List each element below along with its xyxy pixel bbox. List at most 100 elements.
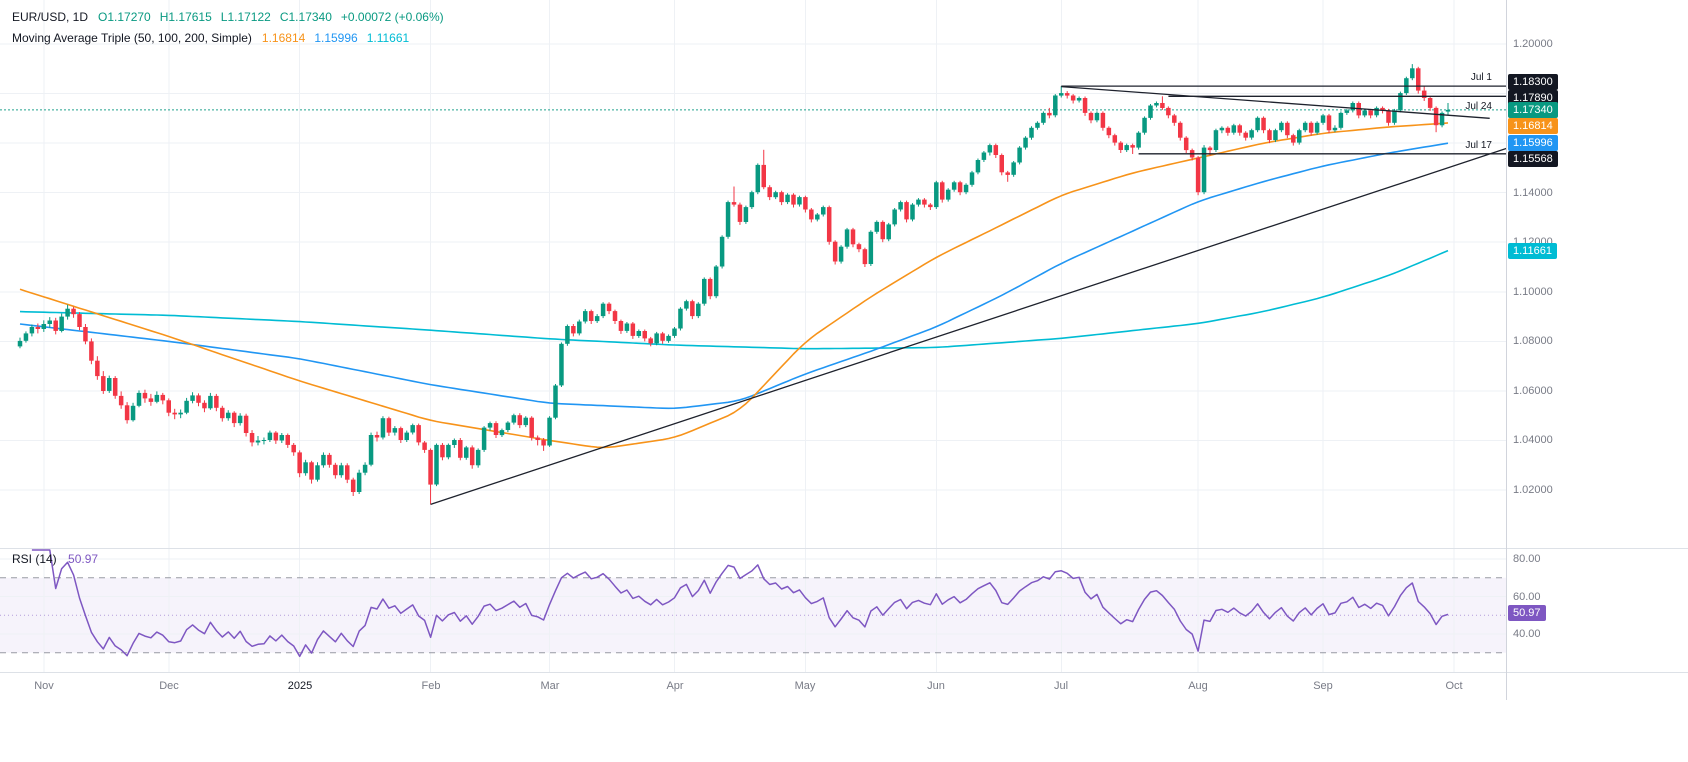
candle: [487, 421, 493, 431]
candle: [1160, 96, 1165, 110]
rsi-line[interactable]: [31, 549, 1449, 658]
candle: [1261, 116, 1266, 134]
ma50-legend-value: 1.16814: [261, 30, 306, 45]
candle: [713, 265, 719, 299]
candle: [416, 423, 421, 446]
candle: [321, 452, 326, 468]
candle: [95, 356, 100, 380]
candle: [1344, 108, 1350, 115]
candle: [1320, 113, 1326, 125]
candle: [981, 151, 987, 162]
time-label-nov: Nov: [34, 680, 54, 692]
candle: [922, 198, 927, 208]
sma50-line[interactable]: [19, 122, 1449, 449]
candle: [1201, 145, 1207, 195]
candle: [600, 302, 606, 319]
candle: [130, 402, 136, 422]
ascending-trendline[interactable]: [430, 147, 1506, 506]
candle: [243, 413, 249, 437]
candle: [1445, 103, 1451, 116]
candle: [71, 306, 76, 318]
candle: [1035, 121, 1040, 130]
candle: [249, 430, 255, 447]
candle: [469, 445, 475, 469]
candle: [1005, 170, 1010, 182]
candle: [481, 426, 487, 452]
candle: [696, 302, 701, 319]
candle: [17, 337, 23, 349]
ohlc-change: +0.00072 (+0.06%): [340, 9, 444, 24]
price-tick-label: 1.10000: [1513, 286, 1553, 298]
candle: [1064, 91, 1070, 99]
time-label-dec: Dec: [159, 680, 179, 692]
candle: [707, 277, 713, 300]
candle: [362, 462, 368, 476]
candle: [731, 186, 737, 207]
candle: [1368, 108, 1373, 119]
candle: [1374, 106, 1379, 118]
candle: [327, 452, 332, 468]
candle: [571, 324, 576, 337]
candle: [196, 393, 201, 407]
symbol-title[interactable]: EUR/USD, 1D: [12, 9, 89, 24]
candle: [53, 317, 58, 335]
candle: [112, 376, 118, 399]
candle: [719, 235, 725, 269]
candle: [1350, 101, 1356, 113]
rsi-title[interactable]: RSI (14): [12, 552, 57, 566]
candle: [535, 435, 540, 446]
candle: [577, 319, 582, 336]
candle: [1053, 94, 1058, 118]
rsi-legend: RSI (14) 50.97: [12, 552, 98, 566]
sma100-line[interactable]: [19, 142, 1449, 410]
candle: [83, 324, 88, 345]
candle: [333, 462, 338, 479]
price-pane[interactable]: [0, 0, 1506, 548]
candle: [1029, 126, 1034, 140]
rsi-pane[interactable]: [0, 548, 1506, 672]
candle: [1070, 94, 1076, 104]
price-tick-label: 1.06000: [1513, 385, 1553, 397]
candle: [380, 416, 386, 440]
candle: [856, 242, 862, 253]
candle: [226, 410, 231, 421]
candle: [35, 323, 41, 334]
trendline-label-jul-17[interactable]: Jul 17: [1465, 140, 1492, 151]
candle: [1421, 85, 1427, 101]
candle: [77, 312, 82, 331]
candle: [59, 313, 64, 333]
ohlc-open: O1.17270: [98, 9, 151, 24]
candle: [588, 309, 594, 324]
descending-trendline[interactable]: [1061, 85, 1490, 119]
candle: [1416, 66, 1421, 94]
trendline-label-jul-1[interactable]: Jul 1: [1470, 72, 1492, 83]
candle: [255, 436, 261, 446]
candle: [261, 437, 267, 445]
indicator-title[interactable]: Moving Average Triple (50, 100, 200, Sim…: [12, 30, 252, 45]
sma200-line[interactable]: [19, 249, 1449, 350]
candle: [672, 327, 677, 338]
candle: [1314, 121, 1320, 135]
price-badge-current-price: 1.17340: [1508, 102, 1558, 118]
candle: [826, 205, 832, 245]
pane-divider-main-rsi[interactable]: [0, 548, 1688, 549]
candle: [832, 240, 838, 265]
candle: [702, 277, 707, 306]
candle: [666, 334, 671, 343]
candle: [505, 421, 511, 433]
trendline-label-jul-24[interactable]: Jul 24: [1465, 101, 1492, 112]
candle: [803, 195, 808, 213]
candle: [1225, 126, 1231, 136]
candle: [618, 319, 624, 334]
candle: [1231, 123, 1237, 135]
candle: [945, 188, 951, 202]
candle: [1100, 111, 1106, 131]
candle: [1308, 121, 1314, 136]
ohlc-values: O1.17270 H1.17615 L1.17122 C1.17340 +0.00072…: [98, 10, 453, 24]
pane-divider-rsi-time[interactable]: [0, 672, 1688, 673]
time-label-2025: 2025: [287, 680, 313, 692]
candle: [785, 193, 790, 205]
ohlc-high: H1.17615: [159, 9, 212, 24]
candle: [583, 309, 588, 324]
